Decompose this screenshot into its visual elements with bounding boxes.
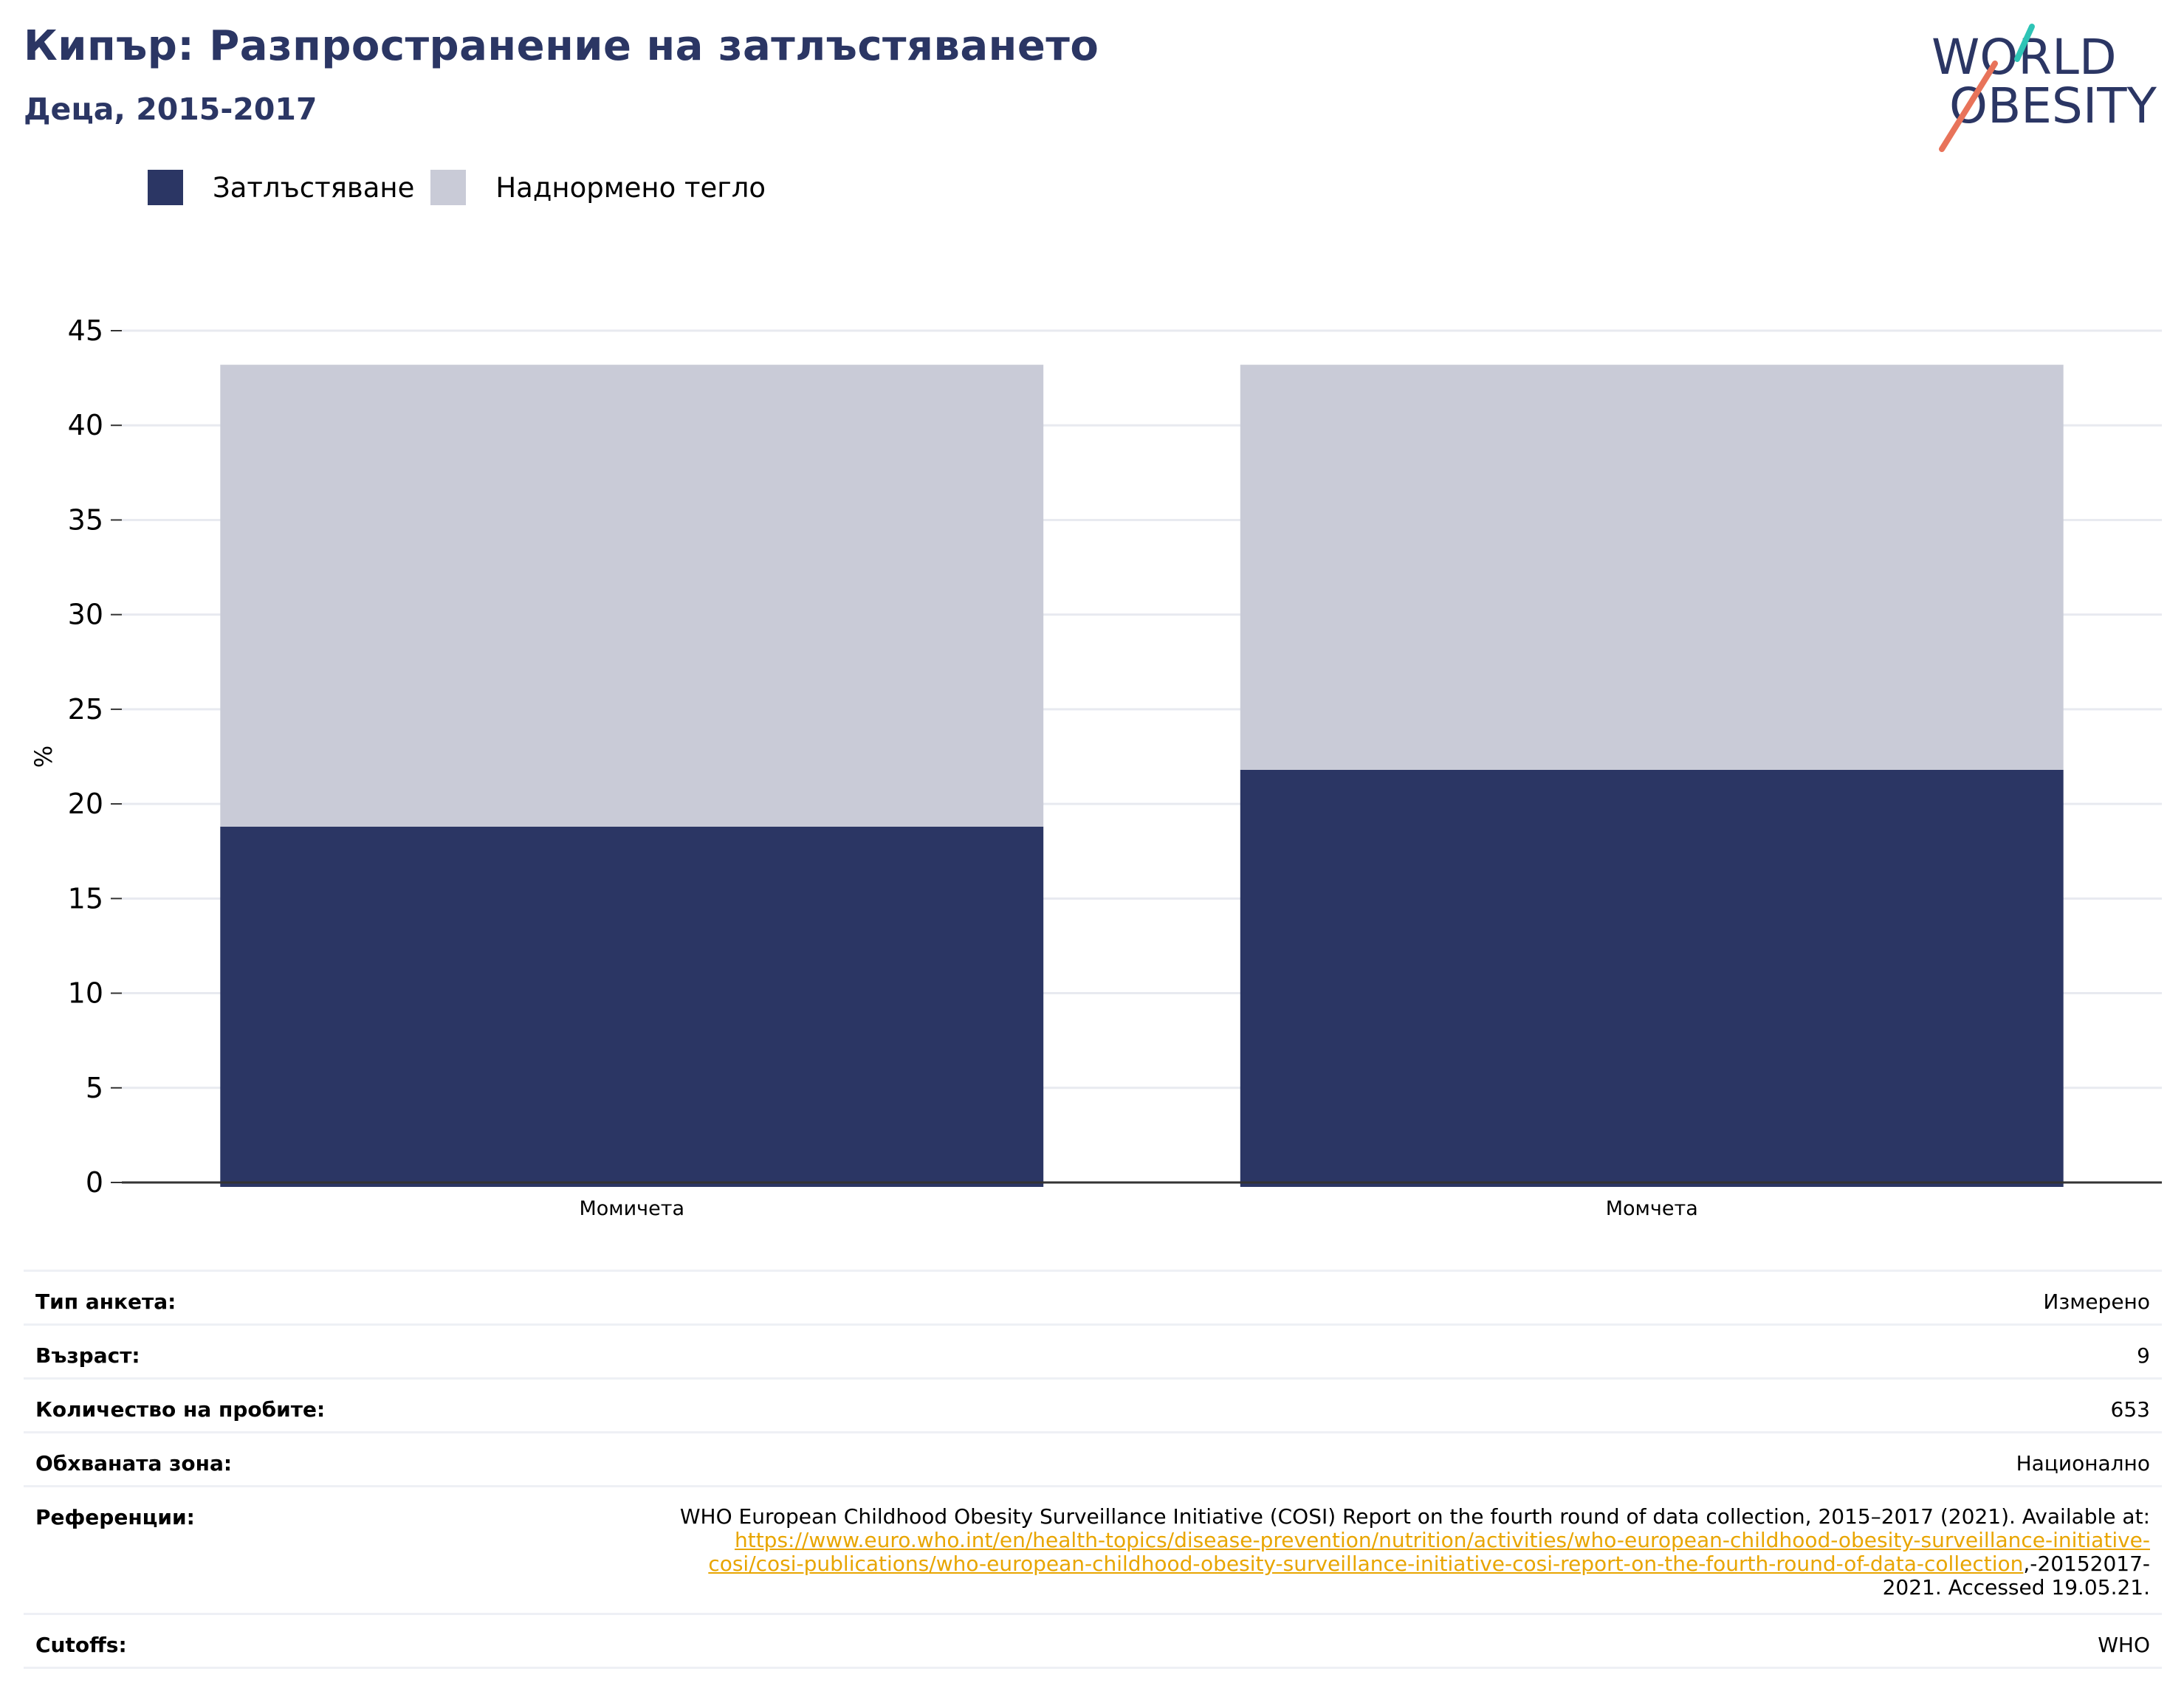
info-label-age: Възраст: bbox=[35, 1343, 140, 1368]
y-tick-label: 40 bbox=[68, 409, 103, 441]
chart-title: Кипър: Разпространение на затлъстяването bbox=[24, 22, 1099, 70]
y-tick-label: 45 bbox=[68, 314, 103, 347]
legend-swatch-obesity bbox=[148, 170, 183, 205]
x-tick-label: Момичета bbox=[579, 1197, 684, 1220]
info-label-survey-type: Тип анкета: bbox=[35, 1290, 176, 1314]
bar-overweight-1 bbox=[220, 365, 1044, 827]
legend-label-obesity: Затлъстяване bbox=[213, 171, 415, 204]
reference-link-line-2: cosi/cosi-publications/who-european-chil… bbox=[708, 1552, 2024, 1576]
legend-swatch-overweight bbox=[430, 170, 467, 205]
info-row-references: Референции: WHO European Childhood Obesi… bbox=[24, 1485, 2162, 1613]
info-label-references: Референции: bbox=[35, 1505, 195, 1529]
y-tick-label: 10 bbox=[68, 977, 103, 1010]
y-tick-label: 5 bbox=[86, 1072, 103, 1104]
y-tick-label: 35 bbox=[68, 503, 103, 536]
y-tick-label: 25 bbox=[68, 693, 103, 726]
info-table: Тип анкета: Измерено Възраст: 9 Количест… bbox=[24, 1270, 2162, 1669]
x-tick-label: Момчета bbox=[1606, 1197, 1698, 1220]
reference-accessed: 2021. Accessed 19.05.21. bbox=[1882, 1575, 2150, 1600]
y-tick-label: 15 bbox=[68, 882, 103, 915]
info-value-references: WHO European Childhood Obesity Surveilla… bbox=[680, 1487, 2150, 1613]
chart-legend: Затлъстяване Наднормено тегло bbox=[148, 170, 782, 205]
y-tick-label: 30 bbox=[68, 599, 103, 631]
y-tick-label: 0 bbox=[86, 1166, 103, 1199]
reference-suffix: ,-20152017- bbox=[2023, 1552, 2150, 1576]
y-axis-label: % bbox=[30, 746, 58, 768]
info-value-sample-size: 653 bbox=[2110, 1397, 2150, 1422]
reference-link-line-1: https://www.euro.who.int/en/health-topic… bbox=[734, 1528, 2150, 1552]
info-value-survey-type: Измерено bbox=[2043, 1290, 2150, 1314]
info-value-area: Национално bbox=[2016, 1451, 2150, 1476]
logo-slash-teal bbox=[2014, 24, 2035, 62]
info-row-cutoffs: Cutoffs: WHO bbox=[24, 1613, 2162, 1669]
legend-item-obesity[interactable]: Затлъстяване bbox=[148, 170, 414, 205]
bar-obesity-2 bbox=[1240, 769, 2064, 1187]
legend-label-overweight: Наднормено тегло bbox=[495, 171, 766, 204]
info-label-sample-size: Количество на пробите: bbox=[35, 1397, 326, 1422]
bar-overweight-2 bbox=[1240, 365, 2064, 770]
info-label-area: Обхваната зона: bbox=[35, 1451, 233, 1476]
logo-slash-coral bbox=[1939, 61, 1998, 152]
info-row-survey-type: Тип анкета: Измерено bbox=[24, 1270, 2162, 1323]
reference-text: WHO European Childhood Obesity Surveilla… bbox=[679, 1504, 2150, 1529]
reference-link[interactable]: https://www.euro.who.int/en/health-topic… bbox=[708, 1528, 2150, 1576]
info-row-sample-size: Количество на пробите: 653 bbox=[24, 1377, 2162, 1431]
world-obesity-logo: WORLD OBESITY bbox=[1931, 24, 2157, 152]
stacked-bar-chart: 0 5 10 15 20 25 30 35 40 45% Момичета Момчета bbox=[30, 314, 2162, 1220]
info-row-age: Възраст: 9 bbox=[24, 1323, 2162, 1377]
info-row-area: Обхваната зона: Национално bbox=[24, 1431, 2162, 1485]
chart-subtitle: Деца, 2015-2017 bbox=[24, 92, 317, 127]
y-tick-label: 20 bbox=[68, 788, 103, 820]
info-label-cutoffs: Cutoffs: bbox=[35, 1633, 127, 1657]
bar-obesity-1 bbox=[220, 826, 1044, 1187]
info-value-age: 9 bbox=[2137, 1343, 2150, 1368]
info-value-cutoffs: WHO bbox=[2098, 1633, 2150, 1657]
legend-item-overweight[interactable]: Наднормено тегло bbox=[430, 170, 766, 205]
